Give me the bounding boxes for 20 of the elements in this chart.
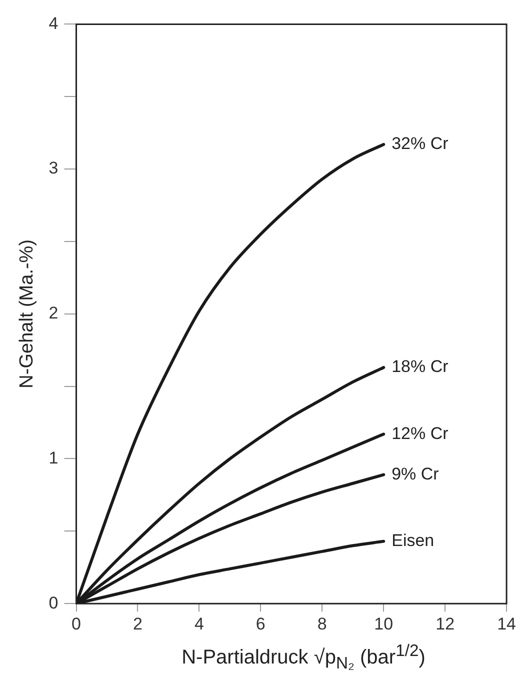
x-tick-label: 4	[194, 614, 204, 634]
x-tick-label: 10	[374, 614, 394, 634]
y-tick-label: 2	[48, 304, 58, 323]
x-tick-label: 14	[497, 614, 516, 634]
y-axis-title: N-Gehalt (Ma.-%)	[16, 239, 38, 388]
series-label: 32% Cr	[392, 134, 449, 154]
series-label: Eisen	[392, 531, 434, 550]
y-tick-label: 1	[48, 448, 58, 468]
x-axis-title: N-Partialdruck √p$_{N₂}$ (bar$^{1/2}$)	[180, 640, 426, 675]
series-label: 9% Cr	[392, 464, 440, 484]
y-tick-label: 4	[48, 14, 58, 33]
y-tick-label: 3	[48, 158, 58, 178]
x-tick-label: 2	[132, 614, 142, 634]
series-label: 12% Cr	[392, 424, 449, 443]
series-label: 18% Cr	[392, 357, 449, 376]
x-tick-label: 6	[256, 614, 266, 634]
y-tick-label: 0	[48, 593, 58, 612]
x-tick-label: 12	[436, 614, 455, 634]
x-tick-label: 0	[72, 614, 81, 634]
x-tick-label: 8	[317, 614, 327, 634]
